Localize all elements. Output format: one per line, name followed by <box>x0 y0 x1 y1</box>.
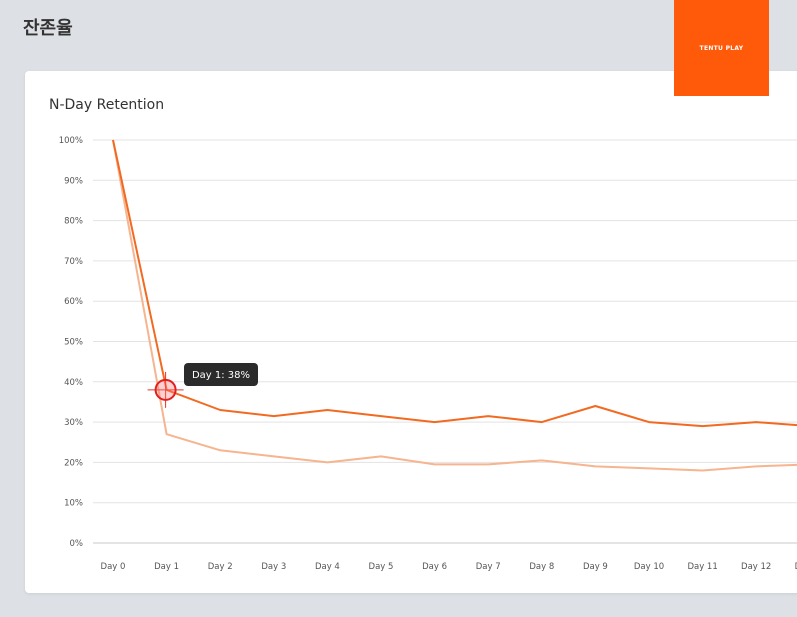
series-line-2 <box>112 139 797 472</box>
y-tick-label: 90% <box>64 176 83 186</box>
x-tick-label: Day 4 <box>315 562 340 572</box>
x-tick-label: Day 6 <box>422 562 447 572</box>
y-tick-label: 30% <box>64 418 83 428</box>
series-line-1 <box>112 139 797 428</box>
x-tick-label: Day 5 <box>369 562 394 572</box>
y-tick-label: 20% <box>64 458 83 468</box>
x-tick-label: Day 1 <box>154 562 179 572</box>
x-tick-label: Day 11 <box>687 562 717 572</box>
y-tick-label: 50% <box>64 338 83 348</box>
x-tick-label: Day 12 <box>741 562 771 572</box>
x-tick-label: Day 7 <box>476 562 501 572</box>
chart-title: N-Day Retention <box>49 97 165 113</box>
tooltip-text: Day 1: 38% <box>192 370 250 381</box>
x-tick-label: Day 13 <box>795 562 797 572</box>
y-tick-label: 80% <box>64 217 83 227</box>
page-title: 잔존율 <box>23 18 73 39</box>
y-tick-label: 60% <box>64 297 83 307</box>
tooltip-box <box>184 363 258 386</box>
y-tick-label: 100% <box>59 136 83 146</box>
x-tick-label: Day 0 <box>101 562 126 572</box>
y-tick-label: 70% <box>64 257 83 267</box>
x-tick-label: Day 10 <box>634 562 664 572</box>
tentuplay-logo: TENTU PLAY <box>674 0 769 96</box>
x-tick-label: Day 9 <box>583 562 608 572</box>
highlight-marker <box>147 371 184 408</box>
highlight-circle <box>154 378 177 401</box>
x-tick-label: Day 2 <box>208 562 233 572</box>
x-tick-label: Day 8 <box>529 562 554 572</box>
logo-text: TENTU PLAY <box>699 44 744 52</box>
y-tick-label: 0% <box>70 539 84 549</box>
plot-area: 0% 10% 20% 30% 40% 50% 60% 70% 80% 90% 100% Day 0 Da… <box>59 136 797 572</box>
tooltip: Day 1: 38% <box>184 363 258 386</box>
x-tick-label: Day 3 <box>261 562 286 572</box>
y-tick-label: 40% <box>64 378 83 388</box>
y-tick-label: 10% <box>64 499 83 509</box>
